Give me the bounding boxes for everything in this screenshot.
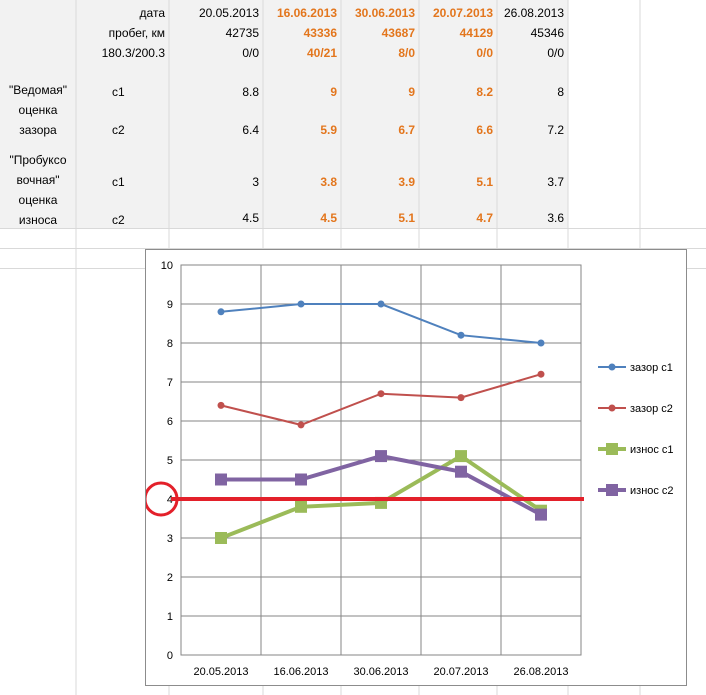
data-point [295,500,307,513]
data-point [535,508,547,521]
value-cell[interactable]: 3.8 [320,175,337,189]
y-tick-label: 8 [167,338,173,350]
wear-ratio-cell[interactable]: 0/0 [547,46,564,60]
value-cell[interactable]: 5.9 [320,123,337,137]
legend-marker [608,363,616,371]
data-point [537,339,545,347]
data-point [217,308,225,316]
x-tick-label: 26.08.2013 [513,666,568,678]
dates-label: дата [139,6,165,20]
group-wear-title: "Пробуксо вочная" оценка износа [0,150,76,230]
row-label: с1 [112,175,125,189]
group-title-line: оценка [18,193,58,207]
x-tick-label: 20.07.2013 [433,666,488,678]
y-tick-label: 3 [167,533,173,545]
value-cell[interactable]: 4.5 [242,211,259,225]
data-point [297,300,305,308]
legend-marker [608,404,616,412]
y-tick-label: 1 [167,611,173,623]
group-title-line: износа [18,213,58,227]
legend-marker [606,484,618,496]
value-cell[interactable]: 7.2 [547,123,564,137]
line-chart[interactable]: 0 1 2 3 4 5 6 7 8 9 10 20.05.2013 16.06.2013 30.06.20… [143,249,687,686]
y-tick-label: 5 [167,455,173,467]
value-cell[interactable]: 5.1 [398,211,415,225]
data-point [457,394,465,402]
mileage-cell[interactable]: 44129 [459,26,493,40]
mileage-cell[interactable]: 43336 [303,26,337,40]
value-cell[interactable]: 6.6 [476,123,493,137]
data-point [217,401,225,409]
wear-ratio-cell[interactable]: 0/0 [476,46,493,60]
value-cell[interactable]: 9 [330,85,337,99]
value-cell[interactable]: 3.6 [547,211,564,225]
group-title-line: "Ведомая" [8,83,68,97]
value-cell[interactable]: 8.8 [242,85,259,99]
date-cell[interactable]: 26.08.2013 [503,6,564,20]
y-tick-label: 2 [167,572,173,584]
mileage-label: пробег, км [108,26,165,40]
value-cell[interactable]: 4.5 [320,211,337,225]
value-cell[interactable]: 3.7 [547,175,564,189]
legend-label: зазор с1 [630,362,673,374]
value-cell[interactable]: 3.9 [398,175,415,189]
data-point [457,331,465,339]
value-cell[interactable]: 5.1 [476,175,493,189]
y-tick-label: 4 [167,494,173,506]
data-point [377,300,385,308]
legend-marker [606,443,618,455]
legend-label: износ с2 [630,485,674,497]
date-cell[interactable]: 20.07.2013 [432,6,493,20]
y-tick-label: 0 [167,650,173,662]
wear-ratio-cell[interactable]: 0/0 [242,46,259,60]
chart-canvas: 0 1 2 3 4 5 6 7 8 9 10 20.05.2013 16.06.2013 30.06.20… [143,260,674,678]
row-label: с2 [112,213,125,227]
data-point [297,421,305,429]
data-point [375,450,387,463]
value-cell[interactable]: 9 [408,85,415,99]
value-cell[interactable]: 8 [557,85,564,99]
data-point [455,465,467,478]
row-label: с2 [112,123,125,137]
value-cell[interactable]: 6.7 [398,123,415,137]
data-point [295,473,307,486]
data-point [215,532,227,544]
x-tick-label: 16.06.2013 [273,666,328,678]
x-tick-label: 30.06.2013 [353,666,408,678]
mileage-cell[interactable]: 42735 [225,26,259,40]
group-title-line: зазора [19,123,57,137]
data-point [537,370,545,378]
y-tick-label: 10 [161,260,173,272]
date-cell[interactable]: 16.06.2013 [276,6,337,20]
y-tick-label: 6 [167,416,173,428]
data-point [215,473,227,486]
wear-ratio-cell[interactable]: 40/21 [306,46,337,60]
group-title-line: оценка [18,103,58,117]
mileage-cell[interactable]: 45346 [530,26,564,40]
mileage-cell[interactable]: 43687 [381,26,415,40]
x-tick-label: 20.05.2013 [193,666,248,678]
group-gap-title: "Ведомая" оценка зазора [0,80,76,140]
date-cell[interactable]: 30.06.2013 [354,6,415,20]
group-title-line: "Пробуксо [9,153,67,167]
legend-label: износ с1 [630,444,674,456]
y-tick-label: 7 [167,377,173,389]
group-title-line: вочная" [16,173,60,187]
wear-ratio-label: 180.3/200.3 [101,46,165,60]
value-cell[interactable]: 4.7 [476,211,493,225]
y-tick-label: 9 [167,299,173,311]
data-point [455,450,467,463]
legend-label: зазор с2 [630,403,673,415]
value-cell[interactable]: 8.2 [476,85,493,99]
row-label: с1 [112,85,125,99]
wear-ratio-cell[interactable]: 8/0 [398,46,415,60]
value-cell[interactable]: 6.4 [242,123,259,137]
data-point [377,390,385,398]
value-cell[interactable]: 3 [252,175,259,189]
date-cell[interactable]: 20.05.2013 [198,6,259,20]
